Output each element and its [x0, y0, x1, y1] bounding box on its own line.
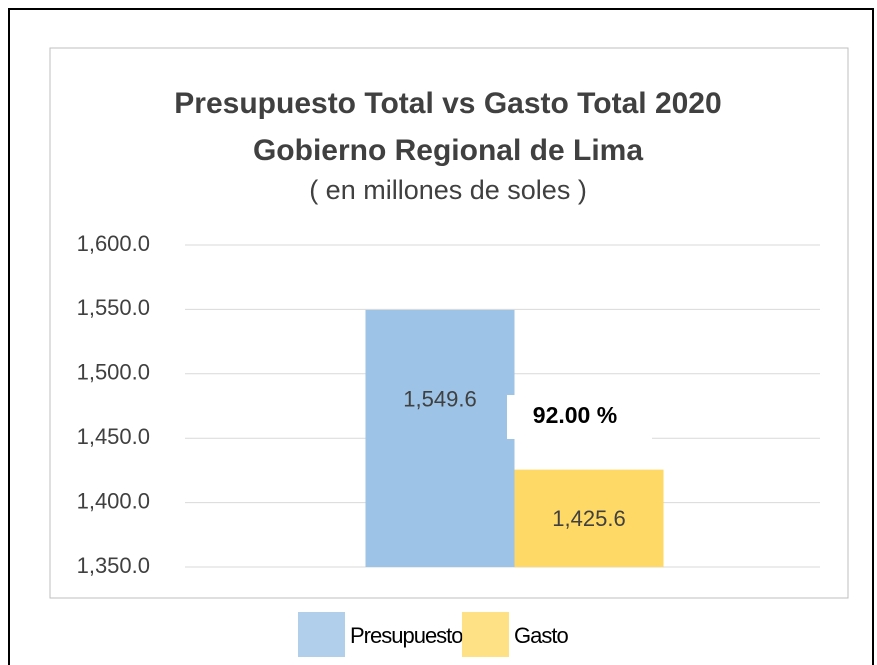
chart-title: Gobierno Regional de Lima: [253, 134, 643, 167]
legend-label: Gasto: [514, 623, 568, 648]
bar: [365, 309, 515, 567]
value-label: 1,425.6: [552, 506, 625, 531]
legend-label: Presupuesto: [350, 623, 463, 648]
y-tick-label: 1,550.0: [77, 295, 150, 320]
y-tick-label: 1,350.0: [77, 553, 150, 578]
y-tick-label: 1,500.0: [77, 360, 150, 385]
annotation-box: [507, 395, 652, 439]
legend-swatch: [298, 612, 345, 657]
y-tick-label: 1,400.0: [77, 488, 150, 513]
y-tick-label: 1,450.0: [77, 424, 150, 449]
annotation: 92.00 %: [533, 402, 617, 428]
chart-title: Presupuesto Total vs Gasto Total 2020: [174, 87, 721, 120]
bar: [514, 469, 664, 567]
y-tick-label: 1,600.0: [77, 231, 150, 256]
chart-subtitle: ( en millones de soles ): [309, 175, 587, 205]
legend-swatch: [462, 612, 509, 657]
value-label: 1,549.6: [403, 386, 476, 411]
